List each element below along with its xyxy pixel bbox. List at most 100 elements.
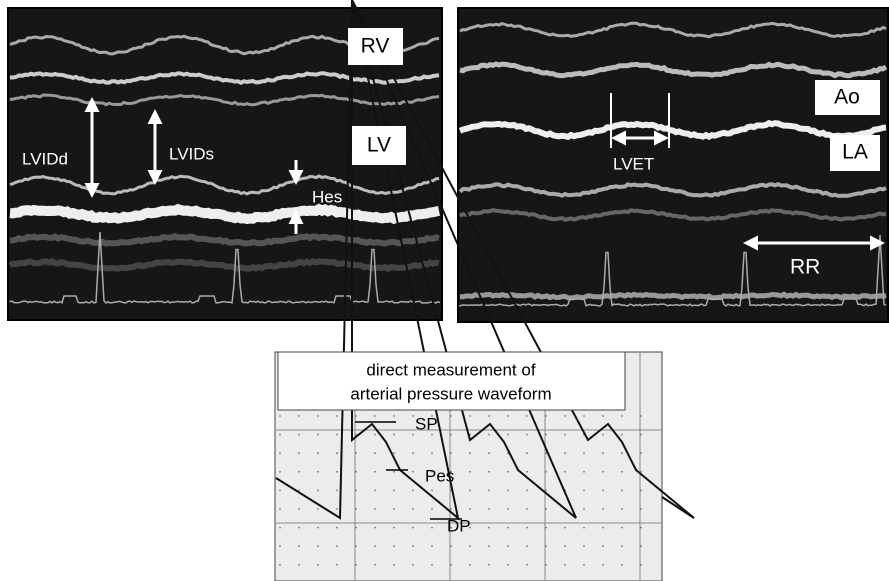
label: SP <box>415 414 438 433</box>
grid-dot <box>564 434 566 436</box>
grid-dot <box>317 415 319 417</box>
grid-dot <box>545 545 547 547</box>
grid-dot <box>279 564 281 566</box>
grid-dot <box>621 434 623 436</box>
grid-dot <box>317 471 319 473</box>
grid-dot <box>336 434 338 436</box>
grid-dot <box>412 471 414 473</box>
grid-dot <box>412 415 414 417</box>
label: LVET <box>613 154 654 173</box>
grid-dot <box>298 434 300 436</box>
grid-dot <box>412 564 414 566</box>
grid-dot <box>526 508 528 510</box>
grid-dot <box>279 508 281 510</box>
grid-dot <box>621 527 623 529</box>
grid-dot <box>374 527 376 529</box>
grid-dot <box>488 434 490 436</box>
grid-dot <box>526 527 528 529</box>
grid-dot <box>621 545 623 547</box>
grid-dot <box>450 564 452 566</box>
grid-dot <box>431 564 433 566</box>
grid-dot <box>355 490 357 492</box>
grid-dot <box>374 545 376 547</box>
grid-dot <box>317 490 319 492</box>
grid-dot <box>545 508 547 510</box>
grid-dot <box>374 508 376 510</box>
grid-dot <box>545 434 547 436</box>
title-line: arterial pressure waveform <box>350 384 551 403</box>
grid-dot <box>355 471 357 473</box>
grid-dot <box>393 415 395 417</box>
grid-dot <box>431 452 433 454</box>
grid-dot <box>583 527 585 529</box>
grid-dot <box>640 415 642 417</box>
grid-dot <box>545 490 547 492</box>
grid-dot <box>336 545 338 547</box>
echo-image <box>458 8 888 322</box>
grid-dot <box>621 415 623 417</box>
grid-dot <box>640 564 642 566</box>
grid-dot <box>317 564 319 566</box>
label: RR <box>790 256 820 279</box>
grid-dot <box>336 490 338 492</box>
grid-dot <box>336 564 338 566</box>
grid-dot <box>317 527 319 529</box>
grid-dot <box>583 545 585 547</box>
grid-dot <box>298 527 300 529</box>
grid-dot <box>583 490 585 492</box>
grid-dot <box>469 564 471 566</box>
grid-dot <box>393 452 395 454</box>
grid-dot <box>374 471 376 473</box>
grid-dot <box>450 415 452 417</box>
grid-dot <box>298 471 300 473</box>
grid-dot <box>355 508 357 510</box>
grid-dot <box>488 564 490 566</box>
grid-dot <box>412 452 414 454</box>
grid-dot <box>469 490 471 492</box>
echo-band <box>460 294 886 298</box>
grid-dot <box>469 415 471 417</box>
grid-dot <box>488 490 490 492</box>
grid-dot <box>393 527 395 529</box>
grid-dot <box>393 471 395 473</box>
label: Hes <box>312 187 342 206</box>
grid-dot <box>469 508 471 510</box>
title-line: direct measurement of <box>366 360 535 379</box>
grid-dot <box>336 452 338 454</box>
label: Ao <box>834 86 860 109</box>
grid-dot <box>469 545 471 547</box>
right-panel <box>458 8 888 322</box>
grid-dot <box>564 452 566 454</box>
grid-dot <box>583 564 585 566</box>
grid-dot <box>412 508 414 510</box>
grid-dot <box>279 452 281 454</box>
grid-dot <box>374 564 376 566</box>
grid-dot <box>374 415 376 417</box>
grid-dot <box>545 415 547 417</box>
grid-dot <box>279 415 281 417</box>
grid-dot <box>602 527 604 529</box>
grid-dot <box>393 545 395 547</box>
label: LVIDd <box>22 149 68 168</box>
grid-dot <box>355 527 357 529</box>
grid-dot <box>317 508 319 510</box>
grid-dot <box>526 490 528 492</box>
grid-dot <box>431 545 433 547</box>
grid-dot <box>336 527 338 529</box>
label: RV <box>361 35 390 58</box>
grid-dot <box>602 508 604 510</box>
grid-dot <box>412 527 414 529</box>
grid-dot <box>355 545 357 547</box>
grid-dot <box>507 415 509 417</box>
grid-dot <box>564 545 566 547</box>
grid-dot <box>469 452 471 454</box>
grid-dot <box>279 471 281 473</box>
grid-dot <box>507 490 509 492</box>
grid-dot <box>526 434 528 436</box>
label: LVIDs <box>169 144 214 163</box>
grid-dot <box>317 452 319 454</box>
grid-dot <box>621 564 623 566</box>
grid-dot <box>640 434 642 436</box>
grid-dot <box>564 415 566 417</box>
